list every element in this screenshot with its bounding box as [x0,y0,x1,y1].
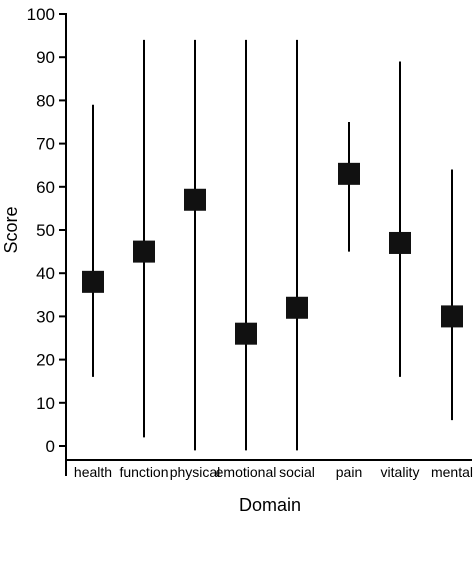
y-tick-label: 50 [36,221,55,240]
point-pain [338,162,360,185]
x-tick-label-physical: physical [170,464,221,480]
x-tick-label-emotional: emotional [216,464,277,480]
y-tick-label: 100 [27,5,55,24]
x-tick-label-social: social [279,464,315,480]
x-tick-label-pain: pain [336,464,362,480]
x-tick-label-mental: mental [431,464,473,480]
point-physical [184,188,206,211]
y-axis-title: Score [1,206,21,253]
point-mental [441,305,463,328]
y-tick-label: 10 [36,394,55,413]
y-tick-label: 30 [36,307,55,326]
point-function [133,240,155,263]
data-points [82,162,463,345]
point-health [82,270,104,293]
point-vitality [389,231,411,254]
y-tick-label: 40 [36,264,55,283]
y-tick-label: 70 [36,135,55,154]
point-emotional [235,322,257,345]
x-tick-label-health: health [74,464,112,480]
point-social [286,296,308,319]
y-tick-label: 80 [36,91,55,110]
error-bars [92,39,453,451]
y-tick-label: 90 [36,48,55,67]
x-tick-label-vitality: vitality [381,464,420,480]
tick-labels: 0 10 20 30 40 50 60 70 80 90 100 health function phys… [27,5,473,480]
x-tick-label-function: function [119,464,168,480]
y-tick-label: 60 [36,178,55,197]
x-axis-title: Domain [239,495,301,515]
axes [59,13,472,476]
y-tick-label: 0 [46,437,55,456]
y-tick-label: 20 [36,351,55,370]
